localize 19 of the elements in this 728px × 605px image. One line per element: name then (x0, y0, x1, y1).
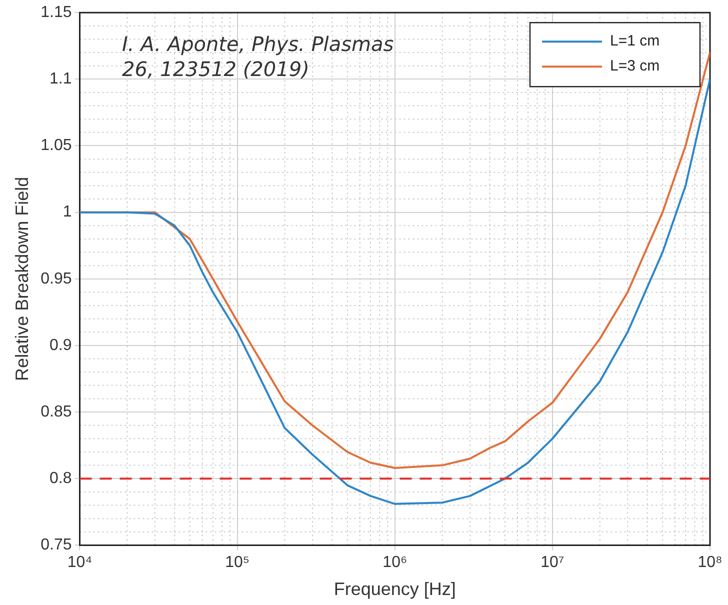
y-tick-label: 1 (62, 204, 72, 221)
x-tick-label: 10⁴ (67, 554, 92, 572)
y-tick-label: 0.85 (40, 403, 72, 420)
y-tick-label: 1.15 (40, 4, 72, 22)
x-tick-label: 10⁵ (225, 554, 250, 572)
x-tick-label: 10⁶ (382, 554, 408, 572)
y-axis-title: Relative Breakdown Field (12, 176, 32, 381)
annotation: I. A. Aponte, Phys. Plasmas 26, 123512 (2019) (122, 32, 395, 82)
x-tick-label: 10⁸ (698, 554, 722, 572)
y-tick-label: 0.95 (40, 270, 72, 288)
y-tick-label: 1.05 (40, 137, 72, 154)
legend-label: L=3 cm (610, 58, 660, 75)
y-tick-label: 0.8 (49, 470, 72, 488)
legend-label: L=1 cm (610, 32, 660, 50)
y-tick-label: 0.9 (49, 336, 72, 354)
y-tick-label: 1.1 (49, 70, 72, 88)
x-tick-label: 10⁷ (540, 554, 564, 572)
x-axis-title: Frequency [Hz] (334, 579, 456, 600)
y-tick-label: 0.75 (40, 536, 72, 554)
